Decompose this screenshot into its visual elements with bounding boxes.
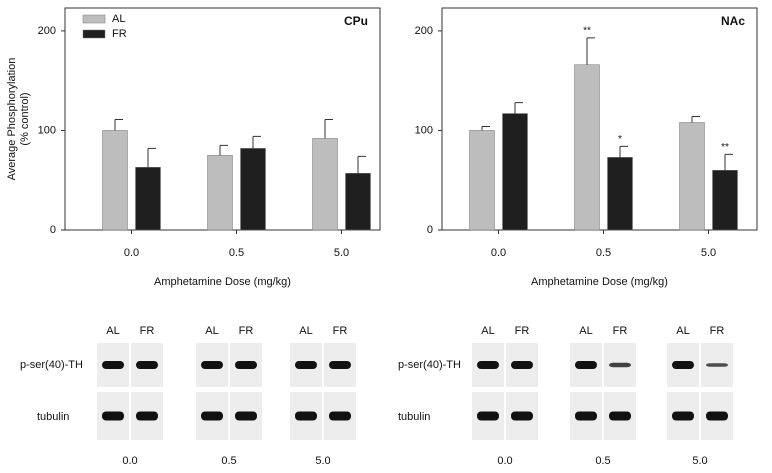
x-tick-label: 0.0 bbox=[124, 247, 139, 259]
y-tick-label: 0 bbox=[50, 224, 56, 236]
blot-band bbox=[609, 411, 631, 421]
blot-band bbox=[235, 361, 257, 369]
error-bar bbox=[514, 102, 523, 114]
lane-label: FR bbox=[140, 325, 155, 337]
legend-label: FR bbox=[112, 28, 127, 40]
dose-label: 0.5 bbox=[221, 455, 236, 467]
legend-swatch bbox=[82, 29, 106, 39]
error-bar bbox=[724, 153, 733, 171]
significance: ** bbox=[721, 142, 729, 153]
bar bbox=[502, 113, 528, 231]
blot-band bbox=[609, 362, 631, 368]
dose-label: 5.0 bbox=[315, 455, 330, 467]
x-tick-label: 0.0 bbox=[491, 247, 506, 259]
dose-label: 0.0 bbox=[497, 455, 512, 467]
error-bar bbox=[481, 125, 490, 131]
row-label: tubulin bbox=[37, 411, 69, 423]
y-tick-label: 100 bbox=[38, 124, 56, 136]
legend-label: AL bbox=[112, 13, 125, 25]
dose-label: 0.5 bbox=[595, 455, 610, 467]
y-tick-label: 200 bbox=[38, 25, 56, 37]
dose-label: 5.0 bbox=[692, 455, 707, 467]
blot-band bbox=[511, 411, 533, 421]
y-tick-label: 0 bbox=[427, 224, 433, 236]
error-bar bbox=[691, 116, 700, 123]
blot-band bbox=[201, 361, 223, 369]
bar bbox=[679, 122, 705, 231]
lane-label: AL bbox=[299, 325, 312, 337]
x-tick-label: 5.0 bbox=[701, 247, 716, 259]
error-bar bbox=[586, 37, 595, 65]
lane-label: FR bbox=[515, 325, 530, 337]
lane-label: AL bbox=[481, 325, 494, 337]
lane-label: FR bbox=[239, 325, 254, 337]
blot-band bbox=[477, 361, 499, 369]
error-bar bbox=[619, 145, 628, 158]
error-bar bbox=[114, 118, 123, 131]
significance: * bbox=[618, 134, 622, 145]
blot-band bbox=[477, 411, 499, 421]
blot-band bbox=[706, 411, 728, 421]
y-tick-label: 200 bbox=[415, 25, 433, 37]
bar bbox=[345, 173, 371, 231]
blot-band bbox=[201, 411, 223, 421]
blot-band bbox=[672, 361, 694, 369]
bar bbox=[240, 148, 266, 231]
row-label: p-ser(40)-TH bbox=[20, 359, 83, 371]
blot-band bbox=[102, 361, 124, 369]
bar bbox=[207, 155, 233, 231]
blot-band bbox=[235, 411, 257, 421]
significance: ** bbox=[583, 26, 591, 37]
bar bbox=[135, 167, 161, 231]
blot-band bbox=[102, 411, 124, 421]
y-axis-label: Average Phosphorylation bbox=[6, 58, 18, 181]
lane-label: AL bbox=[106, 325, 119, 337]
error-bar bbox=[252, 135, 261, 149]
blot-band bbox=[295, 411, 317, 421]
lane-label: AL bbox=[676, 325, 689, 337]
legend-swatch bbox=[82, 14, 106, 24]
lane-label: AL bbox=[579, 325, 592, 337]
blot-band bbox=[575, 411, 597, 421]
blot-band bbox=[136, 361, 158, 369]
bar bbox=[574, 64, 600, 231]
y-axis-label: (% control) bbox=[19, 92, 31, 145]
x-tick-label: 0.5 bbox=[229, 247, 244, 259]
bar bbox=[469, 130, 495, 231]
blot-band bbox=[329, 411, 351, 421]
x-axis-label: Amphetamine Dose (mg/kg) bbox=[531, 276, 668, 288]
blot-band bbox=[295, 361, 317, 369]
y-tick-label: 100 bbox=[415, 124, 433, 136]
lane-label: AL bbox=[205, 325, 218, 337]
bar bbox=[102, 130, 128, 231]
x-tick-label: 5.0 bbox=[334, 247, 349, 259]
dose-label: 0.0 bbox=[122, 455, 137, 467]
error-bar bbox=[324, 118, 333, 139]
bar bbox=[607, 157, 633, 231]
lane-label: FR bbox=[333, 325, 348, 337]
bar bbox=[312, 138, 338, 231]
blot-band bbox=[706, 363, 728, 367]
blot-band bbox=[136, 411, 158, 421]
blot-band bbox=[672, 411, 694, 421]
blot-band bbox=[511, 361, 533, 369]
lane-label: FR bbox=[613, 325, 628, 337]
lane-label: FR bbox=[710, 325, 725, 337]
blot-band bbox=[575, 361, 597, 369]
error-bar bbox=[357, 155, 366, 174]
error-bar bbox=[147, 147, 156, 168]
x-axis-label: Amphetamine Dose (mg/kg) bbox=[154, 276, 291, 288]
x-tick-label: 0.5 bbox=[596, 247, 611, 259]
row-label: tubulin bbox=[398, 411, 430, 423]
bar bbox=[712, 170, 738, 231]
chart-title: CPu bbox=[344, 14, 368, 28]
row-label: p-ser(40)-TH bbox=[398, 359, 461, 371]
blot-band bbox=[329, 361, 351, 369]
error-bar bbox=[219, 144, 228, 156]
chart-title: NAc bbox=[721, 14, 745, 28]
